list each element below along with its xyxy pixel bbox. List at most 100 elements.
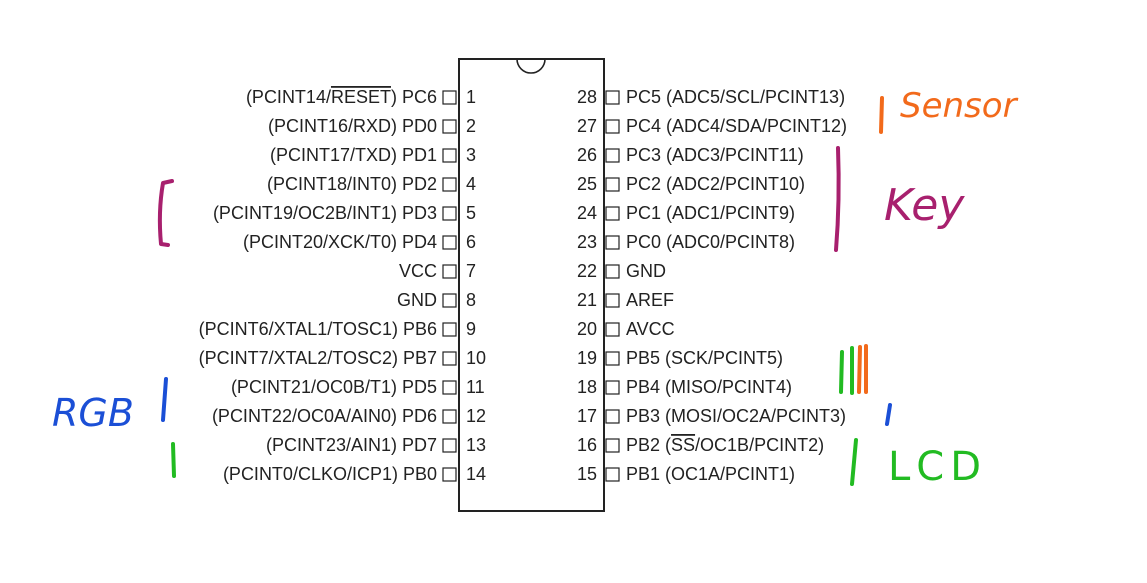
pin-row-13: (PCINT23/AIN1) PD7 13 — [266, 435, 486, 455]
pin-17-number: 17 — [577, 406, 597, 426]
pin-9-number: 9 — [466, 319, 476, 339]
pin-8-label: GND — [397, 290, 437, 310]
pin-18-label-pre: PB4 (MISO/PCINT4) — [626, 377, 792, 397]
pin-16-label-pre: PB2 ( — [626, 435, 671, 455]
pin-14-pad — [442, 467, 457, 482]
pin-row-8: GND 8 — [397, 290, 476, 310]
pin-row-24: 24 PC1 (ADC1/PCINT9) — [577, 203, 795, 223]
pin-26-number: 26 — [577, 145, 597, 165]
pin-2-number: 2 — [466, 116, 476, 136]
pin-row-15: 15 PB1 (OC1A/PCINT1) — [577, 464, 795, 484]
pin-24-number: 24 — [577, 203, 597, 223]
rgb-label: RGB — [52, 391, 134, 435]
lcd-bracket — [850, 438, 858, 486]
pin-5-label-pre: (PCINT19/OC2B/INT1) PD3 — [213, 203, 437, 223]
pin-27-pad — [605, 119, 620, 134]
pin-15-number: 15 — [577, 464, 597, 484]
pin-10-pad — [442, 351, 457, 366]
pin-row-6: (PCINT20/XCK/T0) PD4 6 — [243, 232, 476, 252]
pin-19-label-pre: PB5 (SCK/PCINT5) — [626, 348, 783, 368]
pin-16-label-over: SS — [671, 435, 695, 455]
pin-row-27: 27 PC4 (ADC4/SDA/PCINT12) — [577, 116, 847, 136]
pin-6-number: 6 — [466, 232, 476, 252]
pin-2-label-pre: (PCINT16/RXD) PD0 — [268, 116, 437, 136]
pin-3-number: 3 — [466, 145, 476, 165]
pin-3-pad — [442, 148, 457, 163]
pin-11-pad — [442, 380, 457, 395]
pin-3-label-pre: (PCINT17/TXD) PD1 — [270, 145, 437, 165]
pin-1-label-post: ) PC6 — [391, 87, 437, 107]
pin-1-label-pre: (PCINT14/ — [246, 87, 331, 107]
pin-6-label: (PCINT20/XCK/T0) PD4 — [243, 232, 437, 252]
pin-row-10: (PCINT7/XTAL2/TOSC2) PB7 10 — [199, 348, 486, 368]
pin-row-11: (PCINT21/OC0B/T1) PD5 11 — [231, 377, 485, 397]
pin-21-label: AREF — [626, 290, 674, 310]
pin-15-label: PB1 (OC1A/PCINT1) — [626, 464, 795, 484]
pin-28-number: 28 — [577, 87, 597, 107]
sensor-bracket — [879, 96, 884, 134]
pin-17-pad — [605, 409, 620, 424]
pin-7-pad — [442, 264, 457, 279]
pin-4-label: (PCINT18/INT0) PD2 — [267, 174, 437, 194]
pin-25-number: 25 — [577, 174, 597, 194]
pin-1-label: (PCINT14/RESET) PC6 — [246, 87, 437, 107]
pin-26-label: PC3 (ADC3/PCINT11) — [626, 145, 804, 165]
pin-13-label: (PCINT23/AIN1) PD7 — [266, 435, 437, 455]
pin-7-label: VCC — [399, 261, 437, 281]
pin-12-label-pre: (PCINT22/OC0A/AIN0) PD6 — [212, 406, 437, 426]
pin-22-label: GND — [626, 261, 666, 281]
pin-22-pad — [605, 264, 620, 279]
pin-13-label-pre: (PCINT23/AIN1) PD7 — [266, 435, 437, 455]
pin-22-label-pre: GND — [626, 261, 666, 281]
pin-23-label-pre: PC0 (ADC0/PCINT8) — [626, 232, 795, 252]
pin-14-label: (PCINT0/CLKO/ICP1) PB0 — [223, 464, 437, 484]
pin-7-label-pre: VCC — [399, 261, 437, 281]
pin-row-9: (PCINT6/XTAL1/TOSC1) PB6 9 — [199, 319, 476, 339]
pin-row-12: (PCINT22/OC0A/AIN0) PD6 12 — [212, 406, 486, 426]
pin-9-label-pre: (PCINT6/XTAL1/TOSC1) PB6 — [199, 319, 437, 339]
key-label: Key — [884, 180, 965, 231]
pin-27-label-pre: PC4 (ADC4/SDA/PCINT12) — [626, 116, 847, 136]
pin-10-label: (PCINT7/XTAL2/TOSC2) PB7 — [199, 348, 437, 368]
pin-20-label-pre: AVCC — [626, 319, 675, 339]
lcd-left-mark — [171, 442, 176, 478]
pin-23-label: PC0 (ADC0/PCINT8) — [626, 232, 795, 252]
pin-7-number: 7 — [466, 261, 476, 281]
pin-25-pad — [605, 177, 620, 192]
pin-4-number: 4 — [466, 174, 476, 194]
pin-1-label-over: RESET — [331, 87, 391, 107]
pin-12-pad — [442, 409, 457, 424]
pin-12-label: (PCINT22/OC0A/AIN0) PD6 — [212, 406, 437, 426]
key-bracket — [834, 146, 841, 252]
pin-row-14: (PCINT0/CLKO/ICP1) PB0 14 — [223, 464, 486, 484]
pin-26-pad — [605, 148, 620, 163]
pin-20-number: 20 — [577, 319, 597, 339]
pin-row-23: 23 PC0 (ADC0/PCINT8) — [577, 232, 795, 252]
pin-24-label: PC1 (ADC1/PCINT9) — [626, 203, 795, 223]
left-purple-bracket — [157, 179, 174, 247]
pin-6-pad — [442, 235, 457, 250]
rgb-right-mark — [885, 403, 892, 426]
pin-4-label-pre: (PCINT18/INT0) PD2 — [267, 174, 437, 194]
pin-9-label: (PCINT6/XTAL1/TOSC1) PB6 — [199, 319, 437, 339]
pin-24-label-pre: PC1 (ADC1/PCINT9) — [626, 203, 795, 223]
pin-row-28: 28 PC5 (ADC5/SCL/PCINT13) — [577, 87, 845, 107]
pin-24-pad — [605, 206, 620, 221]
pin-row-5: (PCINT19/OC2B/INT1) PD3 5 — [213, 203, 476, 223]
pin-13-pad — [442, 438, 457, 453]
pin-16-number: 16 — [577, 435, 597, 455]
annotation-marks — [157, 96, 892, 486]
pin-row-21: 21 AREF — [577, 290, 674, 310]
pin-15-label-pre: PB1 (OC1A/PCINT1) — [626, 464, 795, 484]
pin-11-label: (PCINT21/OC0B/T1) PD5 — [231, 377, 437, 397]
sensor-label: Sensor — [900, 86, 1019, 126]
pin-17-label: PB3 (MOSI/OC2A/PCINT3) — [626, 406, 846, 426]
pin-row-3: (PCINT17/TXD) PD1 3 — [270, 145, 476, 165]
lcd-label: LCD — [888, 444, 987, 490]
left-pin-column: (PCINT14/RESET) PC6 1(PCINT16/RXD) PD0 2(P… — [199, 87, 486, 484]
pin-row-16: 16 PB2 (SS/OC1B/PCINT2) — [577, 435, 824, 455]
pin-18-number: 18 — [577, 377, 597, 397]
right-pin-column: 28 PC5 (ADC5/SCL/PCINT13) 27 PC4 (ADC4/SDA/… — [577, 87, 847, 484]
pin-23-number: 23 — [577, 232, 597, 252]
